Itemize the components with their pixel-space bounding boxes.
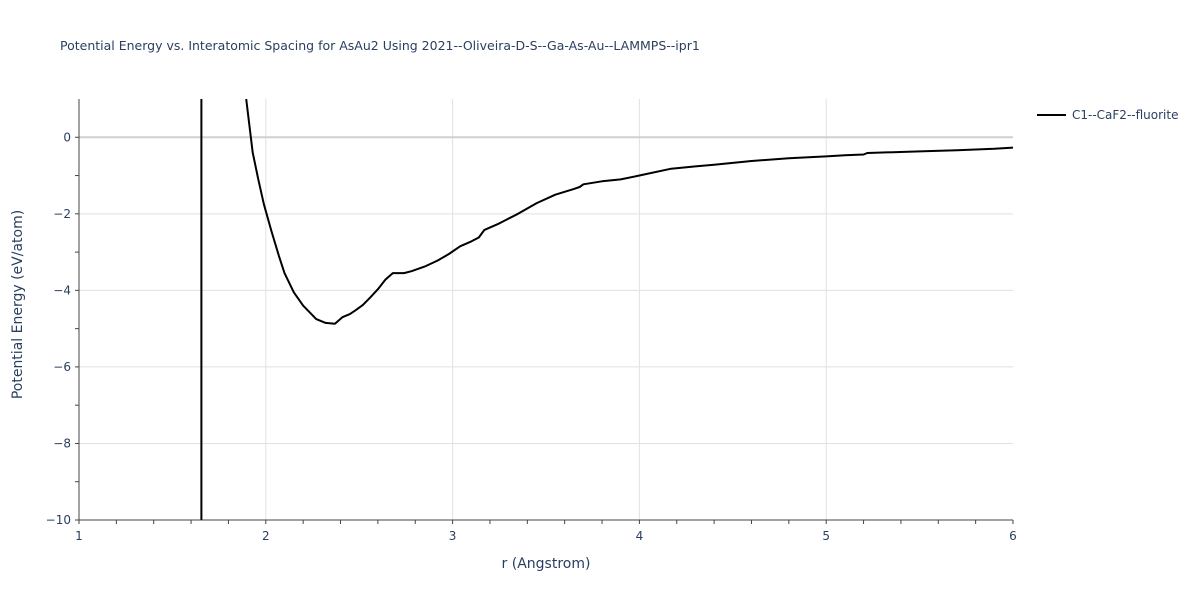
legend[interactable]: C1--CaF2--fluorite [1037, 108, 1178, 122]
y-axis-title: Potential Energy (eV/atom) [10, 210, 26, 399]
x-tick-label: 1 [75, 529, 83, 543]
plot-area [200, 99, 1013, 520]
axes [75, 99, 1014, 524]
x-axis-title: r (Angstrom) [502, 556, 591, 572]
x-tick-label: 3 [449, 529, 457, 543]
x-tick-label: 6 [1009, 529, 1017, 543]
x-tick-label: 2 [262, 529, 270, 543]
y-tick-label: −6 [53, 360, 71, 374]
series-line [245, 99, 1013, 325]
x-tick-label: 4 [636, 529, 644, 543]
legend-label: C1--CaF2--fluorite [1072, 108, 1178, 122]
y-tick-label: −8 [53, 436, 71, 450]
grid [79, 99, 1013, 520]
tick-labels: 1 2 3 4 5 6 0 −2 −4 −6 −8 −10 [46, 130, 1017, 543]
y-tick-label: 0 [63, 130, 71, 144]
chart-title: Potential Energy vs. Interatomic Spacing… [60, 38, 700, 53]
y-tick-label: −4 [53, 283, 71, 297]
x-tick-label: 5 [822, 529, 830, 543]
y-tick-label: −2 [53, 207, 71, 221]
y-tick-label: −10 [46, 513, 71, 527]
